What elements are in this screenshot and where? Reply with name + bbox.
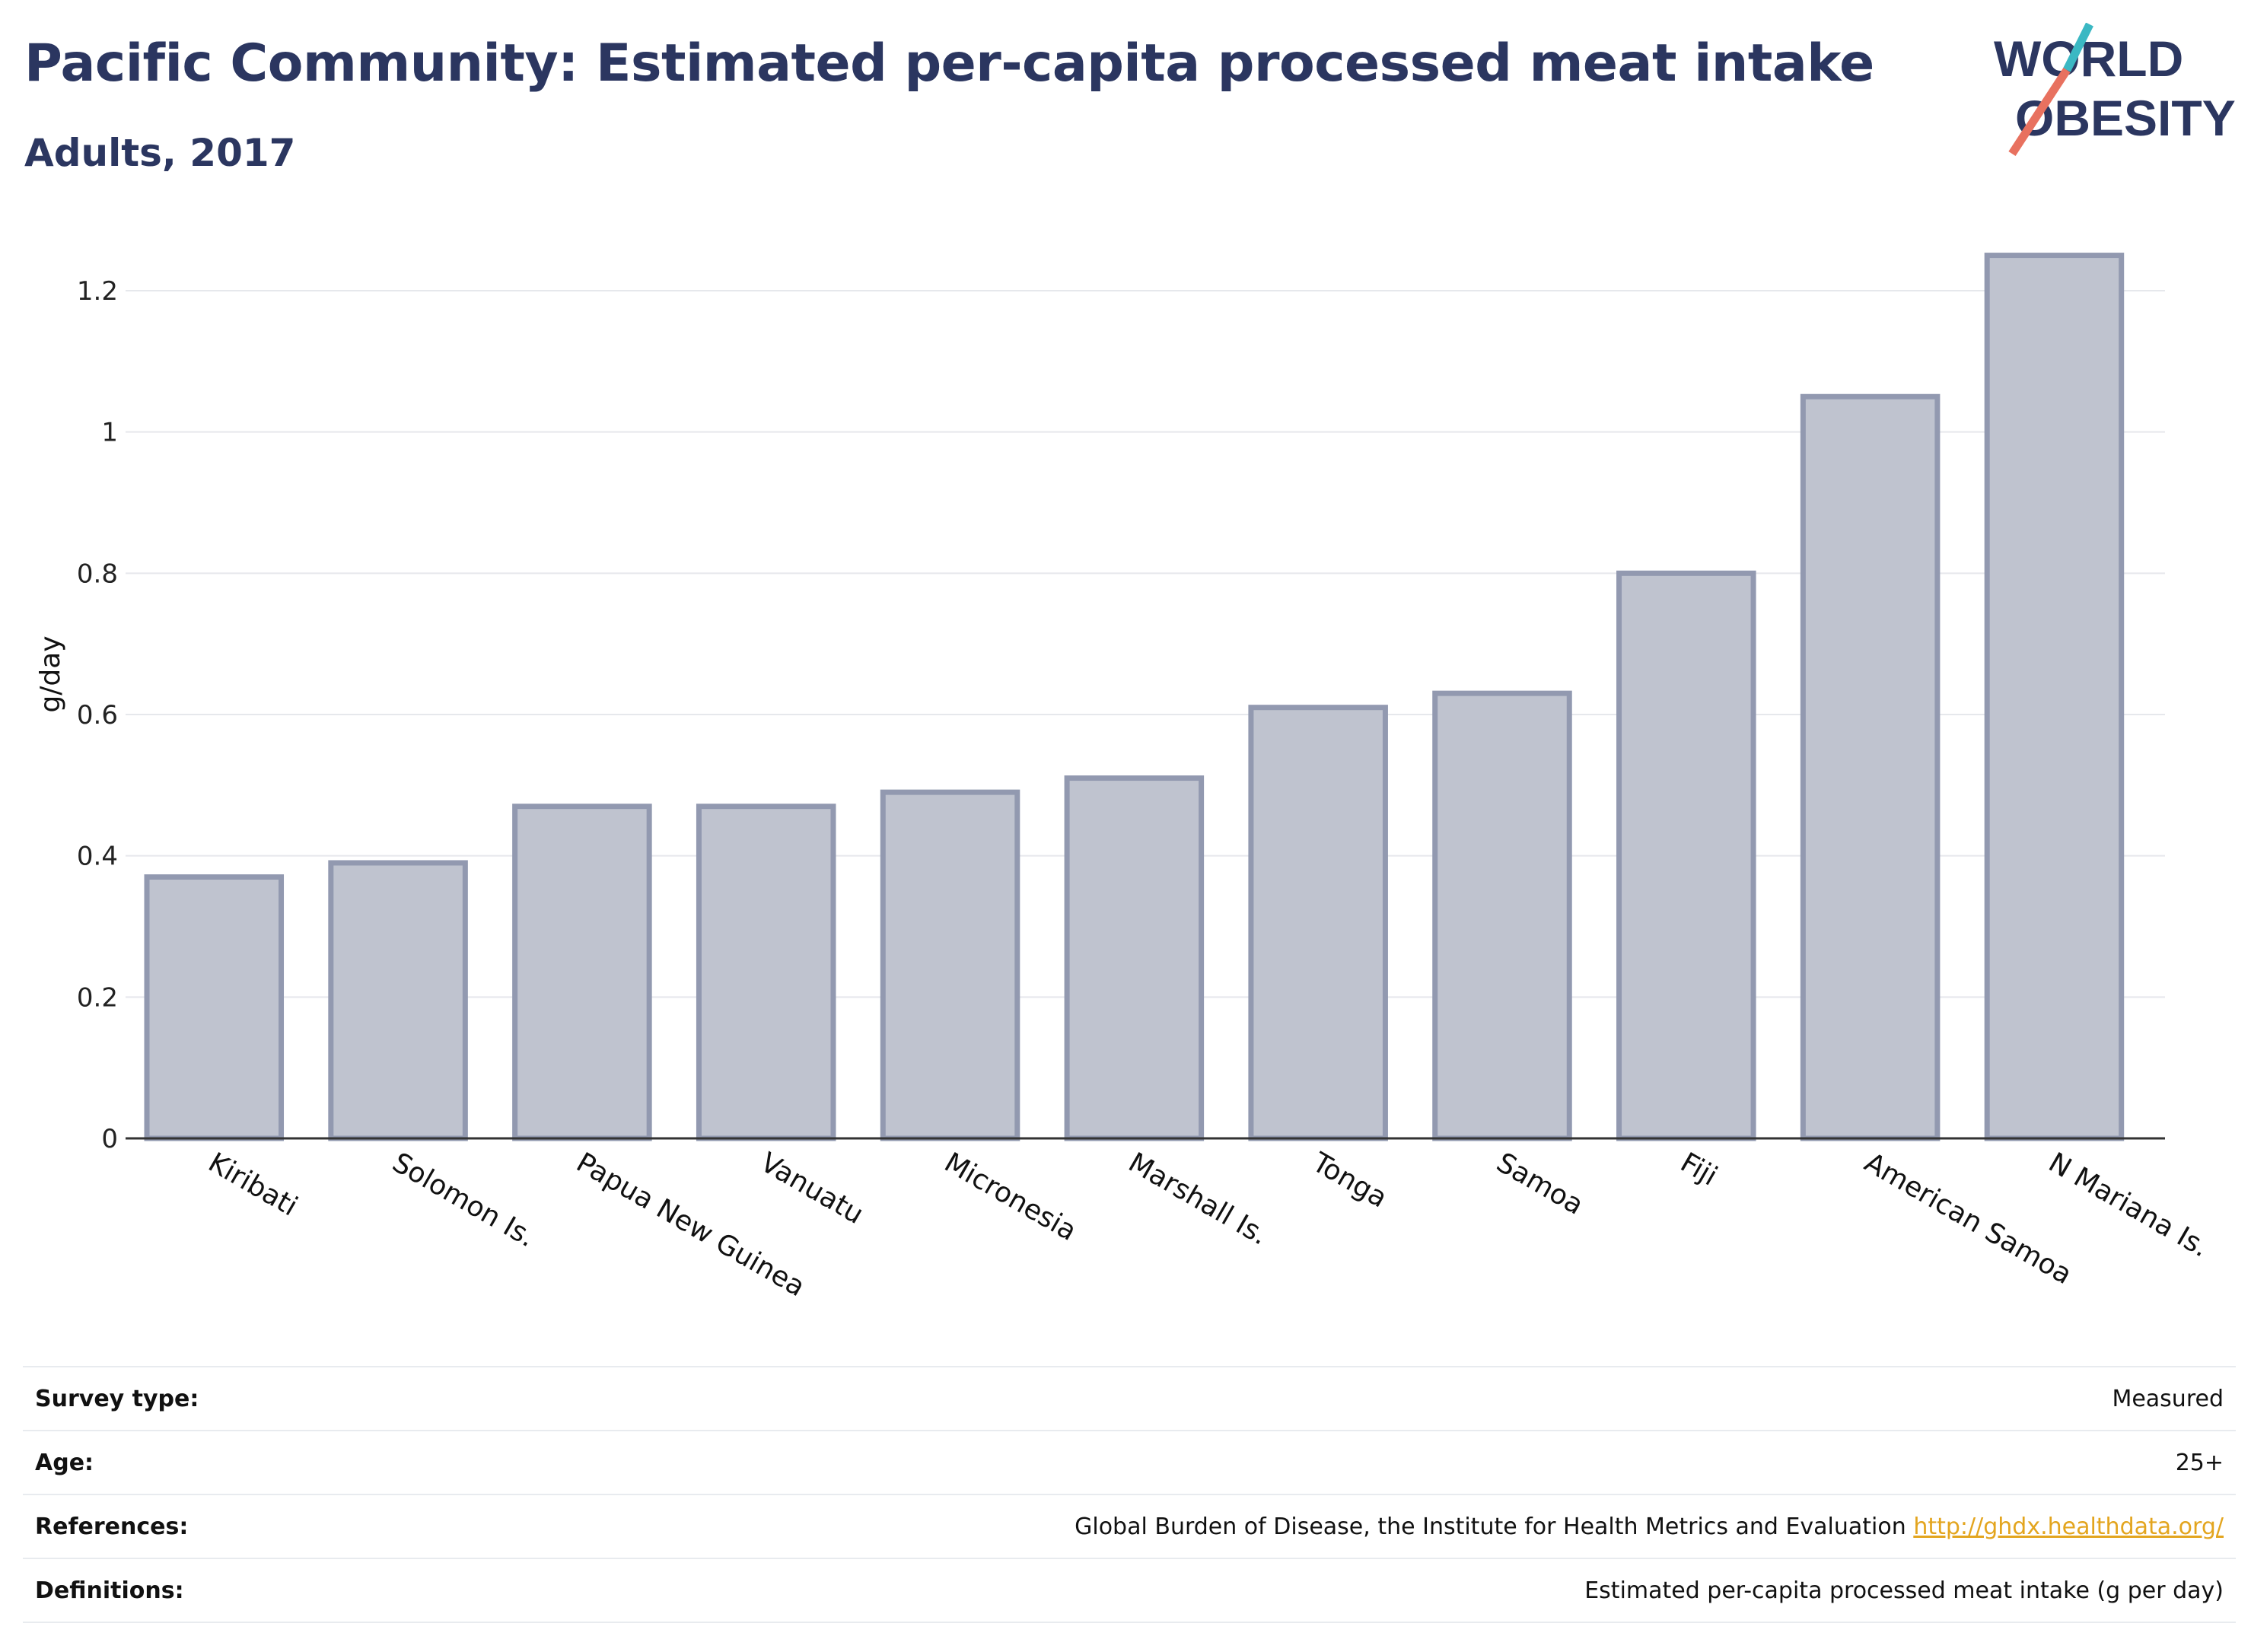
definitions-value: Estimated per-capita processed meat inta… (352, 1558, 2236, 1623)
x-tick-label: Tonga (1307, 1147, 1393, 1214)
logo-line1: WORLD (1994, 30, 2183, 87)
y-tick-label: 1.2 (77, 276, 118, 307)
x-tick-labels: Kiribati Solomon Is. Papua New GuineaVanua… (203, 1147, 2214, 1303)
x-tick-label: N Mariana Is. (2043, 1147, 2214, 1263)
logo-slash-bottom (2008, 67, 2071, 157)
chart-subtitle: Adults, 2017 (24, 131, 296, 175)
definitions-label: Definitions: (23, 1558, 352, 1623)
logo-slash-top (2063, 23, 2093, 72)
x-tick-label: Vanuatu (755, 1147, 868, 1230)
y-tick-labels: 0 0.2 0.4 0.6 0.8 1 1.2 (77, 276, 118, 1154)
x-tick-label: Marshall Is. (1123, 1147, 1273, 1251)
bar (1616, 570, 1756, 1141)
bar (328, 860, 468, 1141)
bar (880, 789, 1020, 1141)
bar (1800, 393, 1941, 1141)
y-tick-label: 0.8 (77, 559, 118, 589)
bar (512, 804, 652, 1141)
bar (696, 804, 836, 1141)
x-tick-label: American Samoa (1859, 1147, 2077, 1291)
x-tick-label: Solomon Is. (387, 1147, 541, 1253)
references-link[interactable]: http://ghdx.healthdata.org/ (1913, 1513, 2224, 1540)
bar (1984, 253, 2125, 1141)
survey-type-value: Measured (352, 1366, 2236, 1431)
y-tick-label: 0.4 (77, 842, 118, 872)
y-tick-label: 1 (101, 418, 118, 448)
bar-chart: 00.20.40.60.811.2 Kiribati Solomon Is. Pap… (35, 253, 2214, 1303)
bar (1248, 705, 1388, 1141)
bar (144, 874, 285, 1141)
age-value: 25+ (352, 1430, 2236, 1495)
x-tick-label: Micronesia (939, 1147, 1081, 1247)
x-tick-label: Fiji (1675, 1147, 1722, 1192)
bar (1432, 690, 1572, 1141)
x-tick-label: Kiribati (203, 1147, 303, 1222)
world-obesity-logo: WORLD OBESITY (1994, 23, 2236, 157)
bars (144, 253, 2125, 1141)
y-tick-label: 0.2 (77, 982, 118, 1013)
x-tick-label: Samoa (1491, 1147, 1588, 1221)
y-tick-label: 0 (101, 1124, 118, 1154)
y-tick-label: 0.6 (77, 700, 118, 731)
survey-type-label: Survey type: (23, 1366, 352, 1431)
bar (1064, 775, 1205, 1141)
chart-title: Pacific Community: Estimated per-capita … (24, 33, 1874, 94)
info-row-references: References: Global Burden of Disease, th… (23, 1494, 2236, 1559)
info-row-survey-type: Survey type: Measured (23, 1366, 2236, 1431)
age-label: Age: (23, 1430, 352, 1495)
info-table: Survey type: Measured Age: 25+ Reference… (23, 1366, 2236, 1623)
references-value: Global Burden of Disease, the Institute … (352, 1494, 2236, 1559)
references-text: Global Burden of Disease, the Institute … (1075, 1513, 1906, 1540)
references-label: References: (23, 1494, 352, 1559)
info-row-age: Age: 25+ (23, 1430, 2236, 1495)
y-axis-label: g/day (35, 635, 66, 712)
info-row-definitions: Definitions: Estimated per-capita proces… (23, 1558, 2236, 1623)
